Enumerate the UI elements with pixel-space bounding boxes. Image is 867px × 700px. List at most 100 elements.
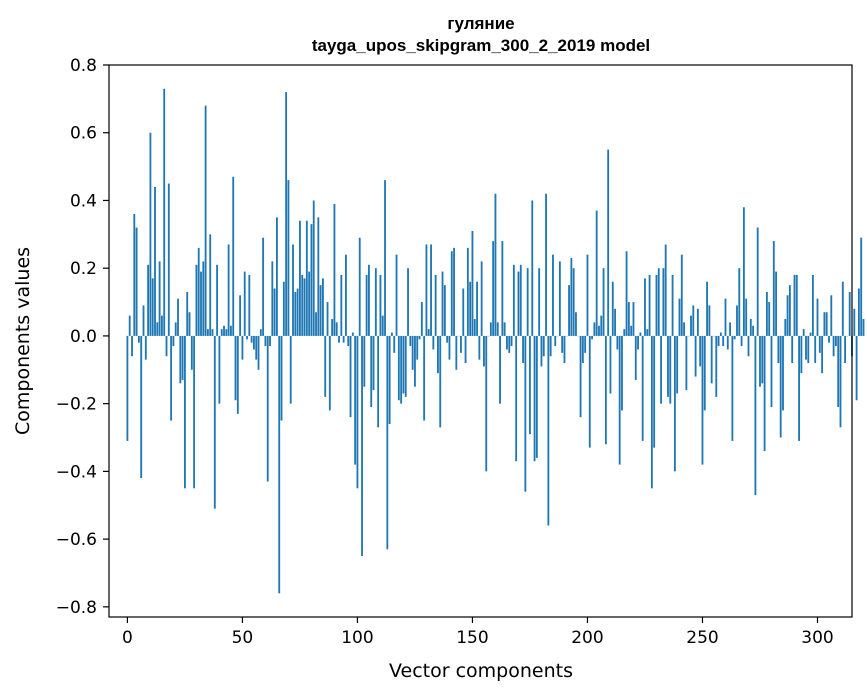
bar-46	[232, 177, 234, 336]
bar-15	[161, 316, 163, 336]
bar-84	[320, 285, 322, 336]
bar-139	[446, 336, 448, 343]
bar-44	[228, 244, 230, 335]
bar-169	[515, 336, 517, 461]
bar-108	[375, 268, 377, 336]
bar-113	[386, 336, 388, 549]
bar-60	[265, 336, 267, 346]
bar-167	[511, 336, 513, 346]
bar-277	[764, 336, 766, 451]
bar-229	[653, 336, 655, 448]
bar-58	[260, 329, 262, 336]
bar-188	[559, 261, 561, 336]
bar-86	[324, 336, 326, 397]
bar-284	[780, 336, 782, 438]
bar-45	[230, 326, 232, 336]
bar-137	[442, 272, 444, 336]
bar-298	[812, 275, 814, 336]
bar-5	[138, 336, 140, 343]
y-tick-label-4: 0.0	[70, 327, 97, 347]
bar-23	[179, 336, 181, 383]
bar-50	[242, 336, 244, 360]
bar-30	[195, 265, 197, 336]
y-tick-label-0: −0.8	[56, 598, 97, 618]
bar-2	[131, 336, 133, 356]
y-tick-label-5: 0.2	[70, 259, 97, 279]
bar-138	[444, 285, 446, 336]
bar-154	[481, 261, 483, 336]
bar-52	[246, 336, 248, 339]
bar-254	[711, 336, 713, 383]
bar-228	[651, 336, 653, 488]
bar-241	[681, 255, 683, 336]
bar-82	[315, 312, 317, 336]
bar-128	[421, 302, 423, 336]
bar-85	[322, 278, 324, 336]
bar-286	[784, 319, 786, 336]
bar-168	[513, 265, 515, 336]
x-tick-label-100: 100	[341, 628, 373, 648]
bar-104	[366, 275, 368, 336]
bar-145	[460, 336, 462, 353]
bar-22	[177, 299, 179, 336]
x-tick-label-200: 200	[571, 628, 603, 648]
bar-212	[614, 309, 616, 336]
bar-296	[807, 336, 809, 363]
bar-294	[803, 329, 805, 336]
bar-111	[382, 316, 384, 336]
bar-75	[299, 221, 301, 336]
bar-62	[269, 336, 271, 346]
bar-4	[136, 228, 138, 336]
bar-245	[690, 316, 692, 336]
bar-93	[340, 275, 342, 336]
bar-230	[656, 275, 658, 336]
bar-163	[501, 241, 503, 336]
bar-221	[635, 336, 637, 380]
bar-319	[860, 238, 862, 336]
bar-7	[143, 305, 145, 335]
bar-17	[166, 336, 168, 356]
bar-206	[600, 316, 602, 336]
bar-288	[789, 285, 791, 336]
bar-95	[345, 255, 347, 336]
bar-281	[773, 241, 775, 336]
bar-292	[798, 336, 800, 441]
bar-8	[145, 336, 147, 360]
bar-204	[596, 211, 598, 336]
bar-308	[835, 336, 837, 346]
bar-152	[476, 282, 478, 336]
bar-105	[368, 265, 370, 336]
bar-304	[826, 312, 828, 336]
bar-106	[370, 336, 372, 407]
y-tick-label-1: −0.6	[56, 530, 97, 550]
bar-194	[573, 268, 575, 336]
bar-94	[343, 336, 345, 343]
bar-36	[209, 234, 211, 336]
bar-160	[495, 194, 497, 336]
bar-290	[794, 275, 796, 336]
bar-274	[757, 228, 759, 336]
bar-291	[796, 275, 798, 336]
bar-78	[306, 221, 308, 336]
bar-260	[725, 299, 727, 336]
bar-225	[644, 278, 646, 336]
bar-131	[428, 329, 430, 336]
bar-238	[674, 336, 676, 471]
bar-34	[205, 106, 207, 336]
bar-240	[679, 299, 681, 336]
bar-184	[550, 336, 552, 356]
bar-59	[262, 238, 264, 336]
bar-126	[416, 336, 418, 360]
bar-40	[218, 336, 220, 404]
bar-239	[676, 336, 678, 394]
bar-119	[400, 336, 402, 404]
bar-305	[828, 336, 830, 343]
bar-109	[377, 336, 379, 427]
bar-312	[844, 336, 846, 363]
bar-301	[819, 336, 821, 353]
x-axis-label: Vector components	[389, 660, 573, 682]
bar-272	[752, 326, 754, 336]
bar-24	[182, 336, 184, 380]
bar-309	[837, 336, 839, 407]
